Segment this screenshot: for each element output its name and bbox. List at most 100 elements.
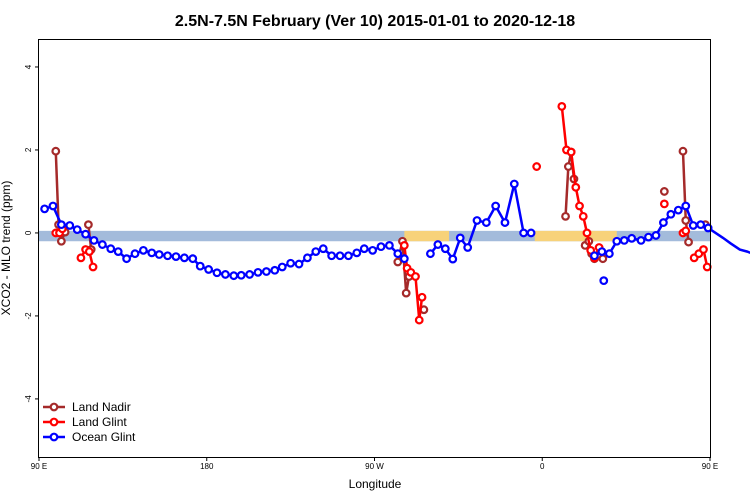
data-point: [253, 267, 263, 277]
data-point: [352, 248, 362, 258]
data-point: [681, 201, 691, 211]
data-point: [51, 146, 61, 156]
data-point: [681, 226, 691, 236]
data-point: [344, 251, 353, 261]
legend-marker: [49, 432, 59, 442]
data-point: [563, 162, 573, 171]
data-point: [414, 315, 424, 325]
reference-band: [39, 230, 710, 242]
x-tick-label: 90 E: [702, 462, 718, 471]
data-point: [481, 218, 491, 227]
plot-area: [39, 101, 750, 325]
data-point: [599, 276, 609, 286]
data-point: [130, 249, 140, 259]
data-point: [106, 244, 116, 254]
data-point: [612, 236, 622, 246]
x-axis: 90 E 180 90 W 0 90 E: [31, 457, 718, 471]
data-point: [582, 228, 592, 238]
data-point: [154, 250, 164, 259]
y-tick-label: -2: [24, 312, 33, 320]
data-point: [659, 199, 669, 209]
data-point: [491, 201, 501, 211]
data-point: [619, 236, 629, 245]
data-point: [696, 220, 706, 230]
data-point: [335, 251, 345, 261]
data-point: [245, 270, 255, 279]
data-point: [411, 272, 420, 281]
x-axis-title: Longitude: [349, 477, 402, 491]
data-point: [472, 216, 482, 225]
data-point: [598, 254, 608, 264]
legend-label: Land Nadir: [72, 400, 131, 414]
legend-label: Land Glint: [72, 415, 127, 429]
data-point: [684, 237, 693, 247]
data-point: [179, 253, 189, 263]
data-point: [627, 233, 637, 243]
data-point: [688, 221, 698, 230]
data-point: [327, 251, 337, 261]
data-point: [399, 240, 409, 250]
data-point: [644, 232, 653, 242]
data-point: [195, 261, 205, 271]
data-point: [448, 254, 458, 264]
data-point: [673, 205, 683, 215]
data-point: [651, 231, 661, 240]
y-axis: 4 2 0 -2 -4: [24, 64, 39, 402]
legend-label: Ocean Glint: [72, 430, 136, 444]
series-2: [40, 179, 750, 286]
data-point: [659, 187, 669, 196]
data-point: [659, 218, 668, 227]
land-band-1: [534, 230, 617, 242]
x-tick-label: 180: [200, 462, 214, 471]
data-point: [147, 248, 157, 258]
data-point: [303, 253, 312, 263]
data-point: [703, 223, 713, 233]
data-point: [557, 101, 567, 111]
data-point: [220, 270, 230, 279]
chart-title: 2.5N-7.5N February (Ver 10) 2015-01-01 t…: [175, 13, 575, 30]
data-point: [261, 267, 271, 276]
series-0: [51, 146, 710, 315]
data-point: [171, 252, 181, 261]
data-point: [417, 292, 427, 302]
data-point: [76, 253, 86, 263]
data-point: [368, 245, 378, 255]
y-tick-label: -4: [24, 395, 33, 403]
data-point: [636, 236, 646, 245]
y-tick-label: 2: [24, 147, 33, 152]
data-point: [455, 233, 465, 243]
data-point: [163, 251, 173, 261]
data-point: [294, 259, 304, 269]
y-axis-title: XCO2 - MLO trend (ppm): [0, 181, 13, 316]
data-point: [566, 147, 576, 157]
data-point: [376, 242, 386, 252]
legend-marker: [49, 402, 59, 412]
data-point: [89, 236, 99, 245]
data-point: [699, 245, 708, 254]
data-point: [597, 247, 607, 257]
data-point: [204, 265, 214, 274]
data-point: [56, 220, 66, 230]
data-point: [188, 254, 198, 264]
data-point: [84, 247, 94, 257]
data-point: [604, 249, 614, 259]
data-point: [399, 254, 409, 264]
data-point: [509, 179, 519, 189]
x-tick-label: 90 W: [365, 462, 384, 471]
data-point: [463, 243, 473, 252]
x-tick-label: 90 E: [31, 462, 47, 471]
data-point: [702, 262, 712, 272]
data-point: [81, 229, 90, 239]
data-point: [138, 245, 148, 255]
series-1: [51, 101, 712, 325]
data-point: [72, 225, 82, 235]
data-point: [590, 251, 599, 261]
data-point: [88, 262, 98, 272]
y-tick-label: 0: [24, 230, 33, 235]
land-band-0: [404, 230, 450, 242]
data-point: [311, 247, 321, 257]
data-point: [318, 244, 328, 254]
data-point: [571, 182, 581, 192]
data-point: [575, 201, 584, 211]
